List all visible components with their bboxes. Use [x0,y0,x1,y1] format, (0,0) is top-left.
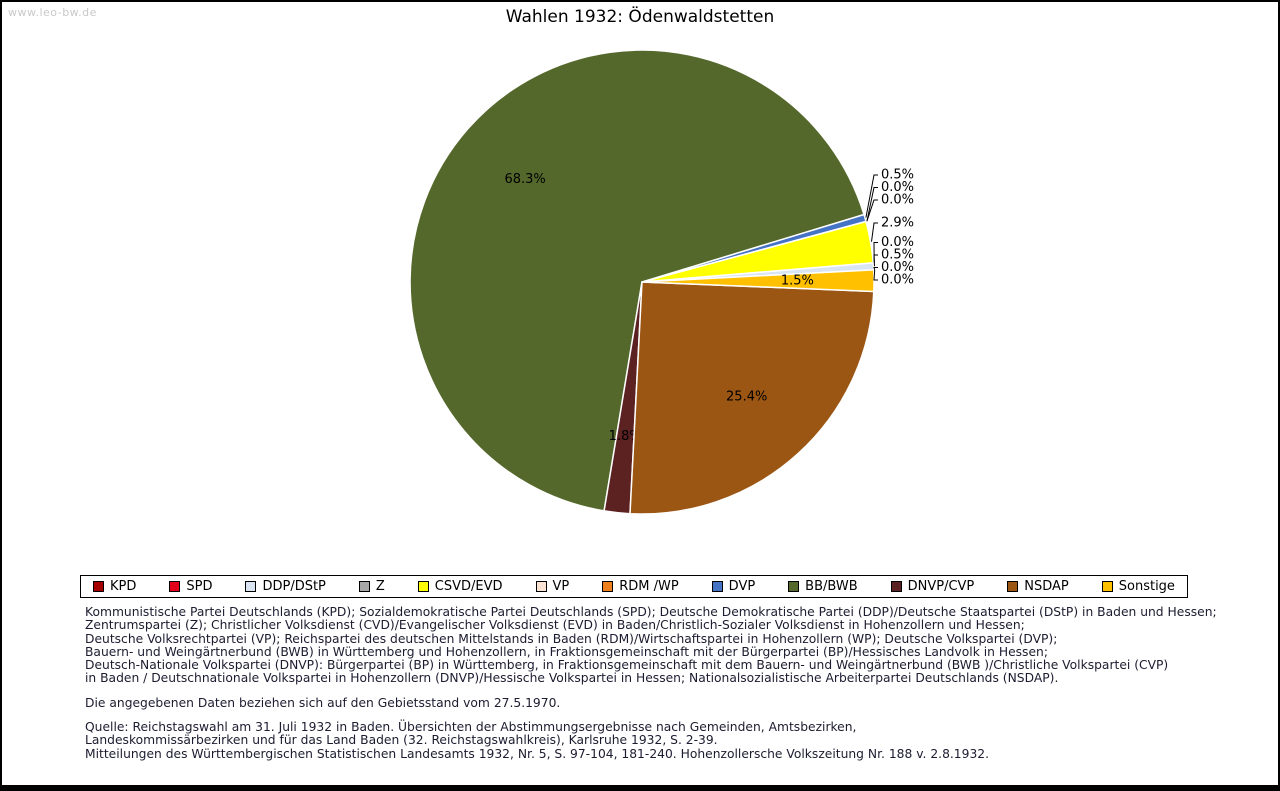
callout-leader-line [873,267,878,270]
pie-slice-label-NSDAP: 25.4% [726,389,767,404]
chart-legend: KPD SPD DDP/DStP Z CSVD/EVD VP RDM /WP DVP BB/BW… [80,575,1188,598]
legend-swatch-icon [245,581,257,592]
callout-label-DDP/DStP: 0.5% [881,248,914,263]
pie-slice-BB/BWB [409,49,865,512]
legend-label: NSDAP [1024,579,1069,594]
legend-label: CSVD/EVD [434,579,503,594]
party-description: Kommunistische Partei Deutschlands (KPD)… [85,605,1238,686]
legend-item-CSVD/EVD: CSVD/EVD [417,579,503,594]
legend-item-VP: VP [535,579,570,594]
legend-item-SPD: SPD [169,579,212,594]
legend-swatch-icon [535,581,547,592]
pie-chart: 68.3%1.8%25.4%1.5%0.5%0.0%0.0%2.9%0.0%0.… [409,49,914,515]
legend-label: KPD [110,579,137,594]
legend-item-DNVP/CVP: DNVP/CVP [890,579,975,594]
legend-label: BB/BWB [805,579,858,594]
party-description-line: Zentrumspartei (Z); Christlicher Volksdi… [85,618,1025,633]
source-note: Quelle: Reichstagswahl am 31. Juli 1932 … [85,720,1238,761]
callout-label-DVP: 0.5% [881,168,914,183]
legend-swatch-icon [417,581,429,592]
source-line: Quelle: Reichstagswahl am 31. Juli 1932 … [85,720,857,735]
party-description-line: Bauern- und Weingärtnerbund (BWB) in Wür… [85,644,1048,659]
legend-item-RDM /WP: RDM /WP [602,579,679,594]
callout-leader-line [871,222,878,242]
pie-slice-NSDAP [629,281,875,515]
site-watermark: www.leo-bw.de [8,6,97,19]
party-description-line: Kommunistische Partei Deutschlands (KPD)… [85,605,1217,619]
legend-swatch-icon [711,581,723,592]
callout-leader-line [865,174,878,218]
footer: Kommunistische Partei Deutschlands (KPD)… [85,605,1238,761]
legend-item-BB/BWB: BB/BWB [788,579,858,594]
party-description-line: Deutsch-Nationale Volkspartei (DNVP): Bü… [85,658,1169,673]
legend-item-DDP/DStP: DDP/DStP [245,579,326,594]
legend-label: RDM /WP [619,579,679,594]
legend-item-KPD: KPD [93,579,136,594]
legend-swatch-icon [890,581,902,592]
legend-item-DVP: DVP [711,579,756,594]
source-line: Mitteilungen des Württembergischen Stati… [85,746,990,761]
legend-label: Z [375,579,385,594]
pie-slice-label-BB/BWB: 68.3% [504,172,545,187]
callout-leader-line [866,199,878,222]
callout-label-Z: 0.0% [881,235,914,250]
legend-item-Z: Z [358,579,385,594]
party-description-line: in Baden / Deutschnationale Volkspartei … [85,671,1059,686]
callout-leader-line [873,254,878,267]
legend-label: DDP/DStP [262,579,326,594]
legend-swatch-icon [169,581,181,592]
legend-label: DNVP/CVP [907,579,975,594]
legend-label: Sonstige [1118,579,1175,594]
legend-label: SPD [186,579,213,594]
legend-label: DVP [728,579,756,594]
legend-swatch-icon [358,581,370,592]
legend-item-NSDAP: NSDAP [1007,579,1069,594]
legend-swatch-icon [788,581,800,592]
legend-swatch-icon [1101,581,1113,592]
territory-note: Die angegebenen Daten beziehen sich auf … [85,695,561,710]
legend-label: VP [552,579,570,594]
callout-label-CSVD/EVD: 2.9% [881,216,914,231]
chart-title: Wahlen 1932: Ödenwaldstetten [505,7,775,27]
legend-swatch-icon [602,581,614,592]
party-description-line: Deutsche Volksrechtpartei (VP); Reichspa… [85,631,1058,646]
callout-leader-line [866,187,878,222]
callout-label-VP: 0.0% [881,180,914,195]
legend-item-Sonstige: Sonstige [1101,579,1175,594]
legend-swatch-icon [1007,581,1019,592]
callout-label-SPD: 0.0% [881,273,914,288]
source-line: Landeskommissärbezirken und für das Land… [85,733,718,748]
pie-slice-label-Sonstige: 1.5% [781,274,814,289]
pie-slice-Sonstige [641,269,875,293]
callout-leader-line [873,269,878,281]
legend-swatch-icon [93,581,104,592]
callout-label-KPD: 0.0% [881,260,914,275]
callout-label-RDM /WP: 0.0% [881,193,914,208]
